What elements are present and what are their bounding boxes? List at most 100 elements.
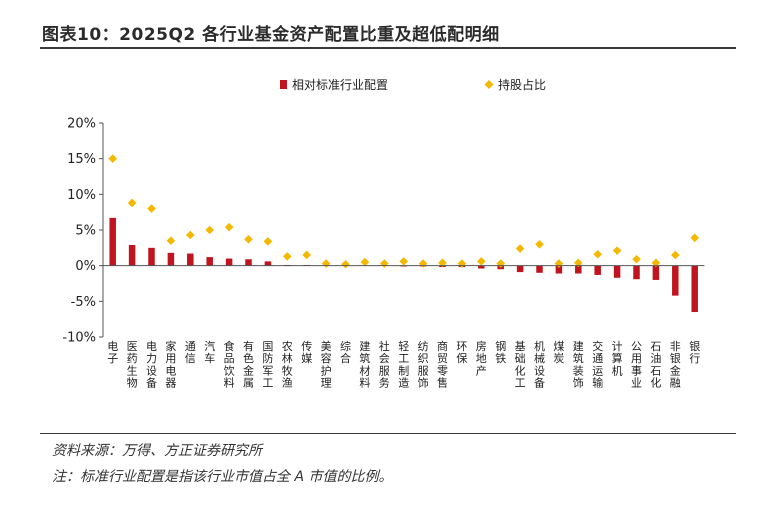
x-category-label: 基础化工 [515,340,526,390]
dot [418,259,428,268]
dot [380,259,389,268]
x-category-label: 建筑材料 [359,339,370,390]
x-category-label: 非银金融 [670,340,681,390]
bar [478,265,485,269]
x-category-label: 纺织服饰 [418,339,429,390]
bar [225,258,233,266]
dot [341,259,350,269]
x-axis-categories: 电子医药生物电力设备家用电器通信汽车食品饮料有色金属国防军工农林牧渔传媒美容护理… [107,339,700,390]
dot [632,254,641,264]
bar [264,261,272,266]
dot [321,259,331,268]
dot [166,236,176,245]
dot [205,225,214,235]
y-tick-label: 20% [67,117,96,132]
dot [283,252,292,261]
bar [555,265,563,274]
dot [574,258,583,268]
bar [536,265,543,273]
y-tick-label: -5% [71,295,96,310]
footnote: 注：标准行业配置是指该行业市值占全 A 市值的比例。 [52,469,393,485]
dot [244,234,253,244]
x-category-label: 汽车 [204,339,215,365]
chart-canvas: 相对标准行业配置 持股占比 20% 15% 10% 5% 0% -5% -10% 电子医药生… [62,77,705,390]
bar [633,265,640,280]
y-tick-label: 10% [67,188,96,203]
legend-bar-label: 相对标准行业配置 [292,78,388,92]
bar [167,252,175,266]
dot [477,257,486,266]
x-category-label: 有色金属 [243,339,254,390]
x-category-label: 国防军工 [262,340,273,390]
legend-dot-label: 持股占比 [498,77,546,92]
x-category-label: 石油石化 [650,340,661,390]
x-category-label: 社会服务 [379,339,390,390]
bar [128,244,136,266]
x-category-label: 医药生物 [127,340,138,390]
x-category-label: 公用事业 [631,340,642,390]
x-category-label: 传媒 [301,340,312,365]
y-tick-label: 0% [75,259,96,274]
bar [613,265,621,278]
x-category-label: 机械设备 [534,339,545,390]
x-category-label: 家用电器 [165,339,176,390]
dot [399,257,408,266]
bar [672,265,679,296]
bar [691,265,698,313]
dot [690,233,699,243]
x-category-label: 美容护理 [321,340,332,390]
dot [186,230,195,240]
x-category-label: 综合 [340,339,351,365]
legend-bar-swatch [280,80,287,89]
dot [147,204,156,213]
dot [535,239,544,249]
x-category-label: 建筑装饰 [573,339,584,390]
bar [652,265,660,280]
title-divider [40,47,736,49]
x-category-label: 农林牧渔 [282,339,293,390]
x-category-label: 房地产 [476,340,487,377]
bar [516,265,524,273]
y-tick-label: -10% [62,331,96,346]
x-category-label: 交通运输 [592,339,603,390]
x-category-label: 煤炭 [553,340,564,365]
bar [109,217,116,266]
x-category-label: 银行 [689,339,700,365]
x-category-label: 通信 [185,340,196,365]
dot [224,222,234,232]
chart-title: 图表10：2025Q2 各行业基金资产配置比重及超低配明细 [42,25,500,45]
dot [438,258,447,268]
dot [593,249,602,259]
footer-divider [40,433,736,434]
dot [360,257,370,267]
x-category-label: 商贸零售 [437,339,448,390]
dot-series [108,154,699,269]
x-category-label: 计算机 [612,340,623,377]
legend-dot-swatch [484,80,494,89]
dot [612,246,622,255]
bar [206,257,213,266]
y-tick-label: 5% [75,224,96,239]
dot [651,258,661,268]
bar [594,265,601,275]
x-category-label: 钢铁 [495,340,506,365]
dot [515,244,525,253]
dot [302,250,311,260]
x-category-label: 环保 [456,340,467,365]
x-category-label: 轻工制造 [398,339,409,390]
y-axis: 20% 15% 10% 5% 0% -5% -10% [62,117,104,346]
dot [671,250,680,260]
bar [187,253,194,266]
chart-legend: 相对标准行业配置 持股占比 [280,77,546,92]
x-category-label: 食品饮料 [224,339,235,390]
x-category-label: 电子 [107,340,118,365]
y-tick-label: 15% [67,152,96,167]
dot [108,154,117,163]
x-category-label: 电力设备 [146,340,157,390]
bar [148,247,155,266]
source-note: 资料来源：万得、方正证券研究所 [52,443,262,459]
bar [245,259,252,266]
dot [263,237,273,246]
bar [575,265,582,274]
dot [127,198,137,208]
